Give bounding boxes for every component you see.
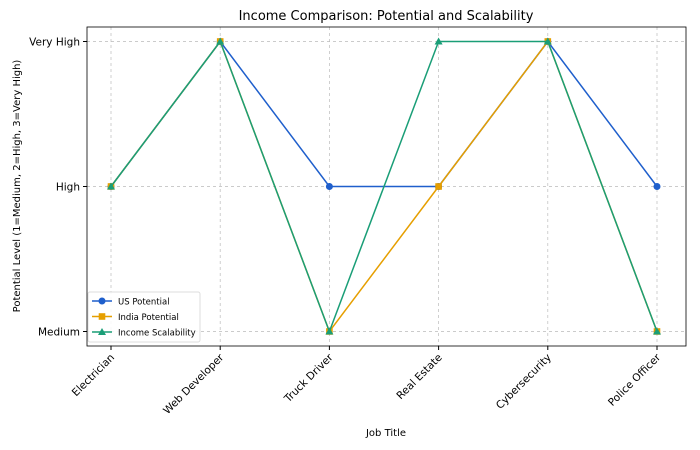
data-point [653,327,661,335]
data-point [98,297,106,305]
data-point [325,327,334,335]
y-tick-label: High [56,182,80,194]
legend-label: Income Scalability [118,329,196,339]
data-point [435,183,442,190]
data-point [98,313,106,320]
series-layer [107,37,661,335]
legend-box [87,291,201,343]
x-tick-label: Police Officer [606,351,664,409]
legend: US Potential India Potential Income Scalab… [87,291,201,343]
data-point [216,37,225,45]
legend-label: US Potential [118,298,170,308]
ticks: Electrician Web Developer Truck Driver Real… [29,37,663,417]
x-tick-label: Cybersecurity [494,352,554,412]
series-us-potential [107,38,661,190]
x-tick-label: Electrician [70,352,117,399]
legend-label: India Potential [118,313,179,323]
y-axis-label: Potential Level (1=Medium, 2=High, 3=Ver… [12,60,23,313]
y-tick-label: Very High [29,37,80,49]
series-income-scalability [107,37,661,335]
data-point [434,37,443,45]
x-tick-label: Real Estate [394,352,444,402]
data-point [98,328,106,335]
data-point [107,182,115,190]
series-line [110,39,658,334]
x-axis-label: Job Title [365,428,406,439]
x-tick-label: Web Developer [161,351,227,417]
data-point [325,183,333,190]
data-point [653,183,661,190]
data-point [543,37,552,45]
plot-frame [86,26,687,347]
chart-title: Income Comparison: Potential and Scalabi… [239,9,534,24]
y-tick-label: Medium [38,327,80,339]
x-tick-label: Truck Driver [282,351,336,405]
